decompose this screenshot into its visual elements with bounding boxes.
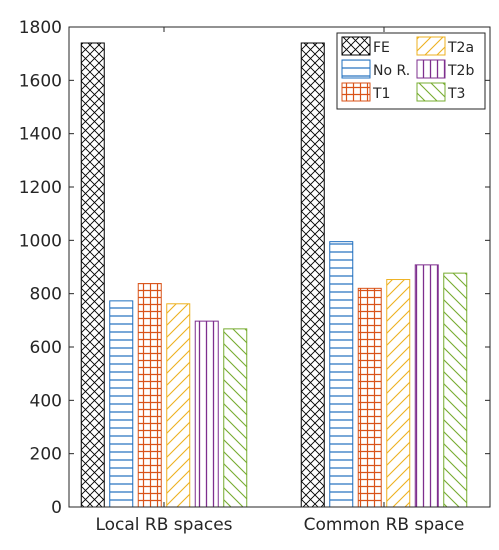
legend-swatch xyxy=(341,59,371,79)
bar-fe-1 xyxy=(300,42,325,508)
legend-swatch xyxy=(416,59,446,79)
y-tick-label: 200 xyxy=(30,445,62,465)
legend-label: T1 xyxy=(372,86,390,102)
bar-no-r-1 xyxy=(329,241,354,508)
legend-label: FE xyxy=(373,40,390,56)
y-tick-label: 1800 xyxy=(19,18,62,38)
bar-t3-1 xyxy=(443,272,468,508)
legend-label: T3 xyxy=(447,86,465,102)
legend-swatch xyxy=(341,36,371,56)
bar-no-r-0 xyxy=(109,300,134,508)
y-tick-label: 1400 xyxy=(19,125,62,145)
x-axis: Local RB spaces Common RB space xyxy=(95,27,464,535)
x-category-label: Common RB space xyxy=(304,515,465,535)
x-category-label: Local RB spaces xyxy=(95,515,232,535)
legend-label: No R. xyxy=(373,63,410,79)
bar-t1-0 xyxy=(137,283,162,508)
legend-label: T2b xyxy=(447,63,474,79)
bar-t3-0 xyxy=(223,328,248,508)
y-tick-label: 800 xyxy=(30,285,62,305)
y-tick-label: 1000 xyxy=(19,231,62,251)
legend-swatch xyxy=(341,82,371,102)
bar-t1-1 xyxy=(357,287,382,508)
legend-swatch xyxy=(416,82,446,102)
y-tick-label: 600 xyxy=(30,338,62,358)
y-tick-label: 1200 xyxy=(19,178,62,198)
bar-fe-0 xyxy=(80,42,105,508)
y-tick-label: 1600 xyxy=(19,71,62,91)
y-tick-label: 0 xyxy=(51,498,62,518)
legend-swatch xyxy=(416,36,446,56)
axes-box xyxy=(68,26,491,508)
bar-t2b-0 xyxy=(194,320,219,508)
bar-t2a-1 xyxy=(386,279,411,508)
axes-frame xyxy=(68,26,491,508)
y-tick-label: 400 xyxy=(30,391,62,411)
legend-label: T2a xyxy=(447,40,474,56)
legend: FE No R. T1 T2a T2b T3 xyxy=(336,32,486,110)
y-axis: 0 200 400 600 800 1000 1200 1400 1600 1800 xyxy=(19,18,490,518)
bar-t2a-0 xyxy=(166,303,191,508)
bars xyxy=(80,42,468,508)
bar-t2b-1 xyxy=(414,264,439,508)
